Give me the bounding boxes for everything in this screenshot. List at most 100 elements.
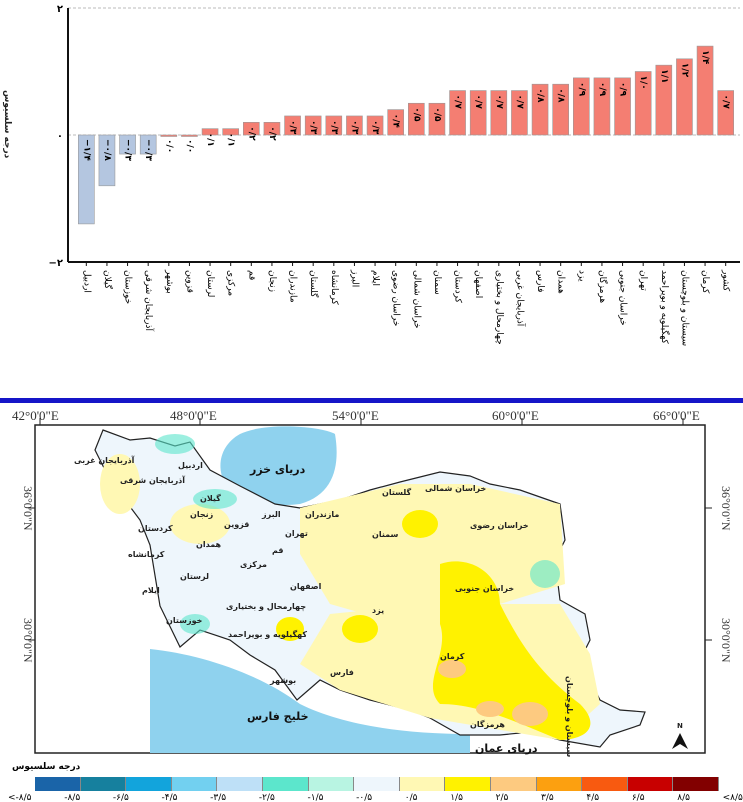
category-label: فارس [535, 270, 545, 292]
province-label: خراسان رضوی [470, 521, 529, 530]
category-label: کرمانشاه [329, 270, 339, 306]
bar [676, 58, 693, 136]
category-label: کهگیلویه و بویراحمد [659, 270, 671, 344]
category-label: سمنان [432, 270, 442, 295]
value-label: ۰/۳ [288, 120, 298, 135]
category-label: خوزستان [123, 270, 133, 304]
category-label: لرستان [205, 270, 215, 297]
value-label: ۱/۴ [700, 50, 710, 65]
province-label: قم [272, 546, 284, 555]
category-label: هرمزگان [597, 270, 609, 303]
lon-label: 66°0'0"E [653, 408, 700, 423]
bar [511, 90, 528, 136]
bar [304, 115, 322, 136]
category-label: بوشهر [164, 269, 174, 294]
chart-canvas: ۲ ۰ −۲ −۱/۴ اردبیل −۰/۸ گیلان −۰/۳ خوزستان −۰/۳ آذ… [49, 4, 740, 346]
y-tick-label: −۲ [49, 258, 63, 269]
province-label: بوشهر [270, 676, 297, 685]
lon-label: 48°0'0"E [170, 408, 217, 423]
category-label: کشور [721, 269, 731, 292]
hot-anomaly-areas [276, 510, 591, 740]
legend-label: -۴/۵ [161, 793, 178, 802]
y-tick-label: ۰ [57, 131, 63, 142]
lat-label: 36°0'0"N [719, 486, 733, 531]
lon-label: 60°0'0"E [492, 408, 539, 423]
province-label: خوزستان [166, 616, 203, 625]
bar [614, 77, 631, 136]
province-label: مازندران [305, 510, 340, 519]
value-label: ۰/۵ [411, 107, 421, 122]
province-label: گلستان [382, 488, 412, 497]
category-label: تهران [638, 270, 648, 291]
category-label: کرمان [700, 270, 710, 294]
category-label: زنجان [267, 270, 277, 292]
north-arrow [672, 733, 688, 749]
legend-swatch [80, 777, 127, 791]
category-label: خراسان شمالی [411, 270, 421, 329]
province-label: اردبیل [178, 461, 203, 470]
value-label: ۰/۳ [329, 120, 339, 135]
legend-swatch [490, 777, 537, 791]
bar [449, 90, 466, 136]
legend-labels: <-۸/۵ -۸/۵ -۶/۵ -۴/۵ -۳/۵ -۲/۵ -۱/۵ -۰/۵ ۰/۵ ۱/۵ ۲… [8, 793, 743, 802]
value-label: ۰/۰ [184, 139, 194, 153]
color-legend: درجه سلسیوس <-۸/۵ -۸/۵ -۶/۵ -۴/۵ -۳/۵ -۲/۵ -۱/… [0, 760, 743, 802]
bar [263, 122, 281, 136]
bar [366, 115, 384, 136]
province-label: تهران [285, 529, 308, 538]
legend-label: -۰/۵ [356, 793, 373, 802]
value-label: −۰/۸ [102, 139, 112, 161]
persian-gulf-label: خلیج فارس [247, 710, 309, 723]
bar [655, 64, 673, 136]
legend-swatch [445, 777, 491, 791]
north-label: N [677, 722, 683, 730]
value-label: −۰/۳ [123, 139, 133, 161]
bar-chart: درجه سلسیوس ۲ ۰ −۲ −۱/۴ اردبیل −۰/۸ گیلان −۰/۳ خ… [0, 0, 743, 395]
bar [696, 45, 714, 136]
caspian-sea-label: دریای خزر [250, 463, 306, 476]
legend-label: <۸/۵ [722, 793, 743, 802]
province-label: مرکزی [240, 560, 267, 569]
value-label: −۱/۴ [81, 139, 91, 161]
legend-label: ۶/۵ [631, 793, 645, 802]
bar [119, 134, 136, 155]
province-label: البرز [262, 510, 281, 519]
value-label: ۰/۸ [535, 88, 545, 103]
divider [0, 398, 743, 403]
bar [98, 134, 116, 187]
value-label: ۰/۱ [226, 133, 236, 147]
value-label: ۰/۳ [349, 120, 359, 135]
province-label: خراسان شمالی [425, 484, 487, 493]
bar [573, 77, 590, 136]
legend-swatch [536, 777, 583, 791]
value-label: ۰/۷ [721, 95, 731, 110]
value-label: ۰/۸ [556, 88, 566, 103]
bar [387, 109, 404, 136]
bar [717, 90, 734, 136]
value-label: ۰/۱ [205, 133, 215, 147]
bar [160, 134, 178, 137]
lat-label: 30°0'0"N [719, 618, 733, 663]
legend-title: درجه سلسیوس [12, 762, 81, 772]
category-label: اردبیل [81, 270, 91, 293]
province-label: کرمان [440, 652, 465, 661]
category-label: چهارمحال و بختیاری [494, 270, 504, 345]
legend-label: -۳/۵ [210, 793, 227, 802]
province-label: لرستان [180, 572, 209, 581]
legend-label: ۲/۵ [495, 793, 509, 802]
value-label: ۰/۴ [391, 114, 401, 129]
bar [78, 134, 95, 225]
province-label: آذربایجان غربی [74, 456, 135, 465]
legend-swatch [35, 777, 81, 791]
province-label: کردستان [138, 524, 173, 533]
legend-label: ۰/۵ [404, 793, 418, 802]
value-label: ۰/۹ [597, 82, 607, 97]
category-label: خراسان جنوبی [618, 270, 628, 326]
category-label: خراسان رضوی [391, 270, 401, 326]
province-label: هرمزگان [470, 720, 505, 729]
province-label: قزوین [224, 520, 250, 529]
map-canvas [28, 418, 712, 754]
legend-swatch [627, 777, 674, 791]
y-axis-label: درجه سلسیوس [2, 90, 12, 159]
